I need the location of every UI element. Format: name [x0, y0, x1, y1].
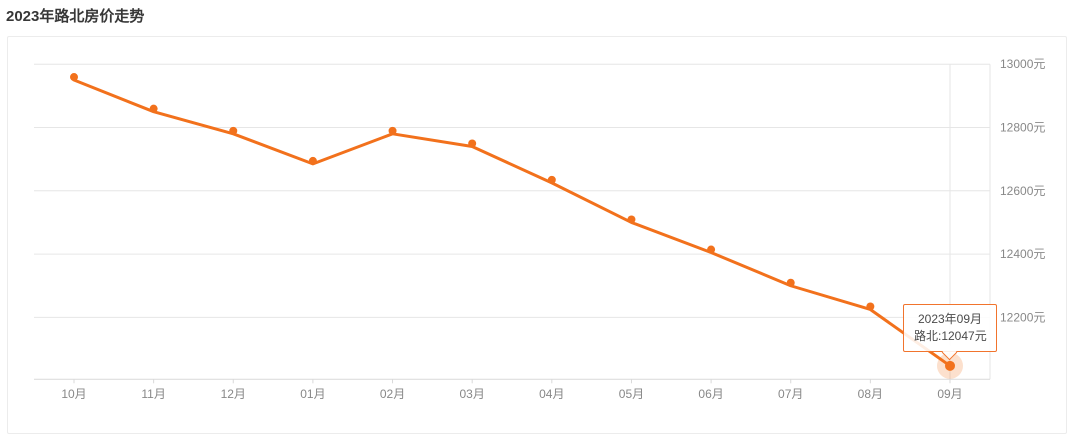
- svg-text:03月: 03月: [460, 387, 485, 401]
- svg-text:11月: 11月: [141, 387, 165, 401]
- svg-text:12200元: 12200元: [1000, 310, 1045, 324]
- svg-text:07月: 07月: [778, 387, 803, 401]
- svg-text:12月: 12月: [221, 387, 246, 401]
- svg-text:08月: 08月: [858, 387, 883, 401]
- svg-text:12400元: 12400元: [1000, 247, 1045, 261]
- svg-text:02月: 02月: [380, 387, 405, 401]
- svg-text:13000元: 13000元: [1000, 57, 1045, 71]
- svg-text:04月: 04月: [539, 387, 564, 401]
- svg-text:10月: 10月: [61, 387, 86, 401]
- svg-text:05月: 05月: [619, 387, 644, 401]
- svg-text:12600元: 12600元: [1000, 184, 1045, 198]
- svg-text:12800元: 12800元: [1000, 121, 1045, 135]
- svg-text:06月: 06月: [698, 387, 723, 401]
- svg-text:09月: 09月: [937, 387, 962, 401]
- svg-text:01月: 01月: [300, 387, 325, 401]
